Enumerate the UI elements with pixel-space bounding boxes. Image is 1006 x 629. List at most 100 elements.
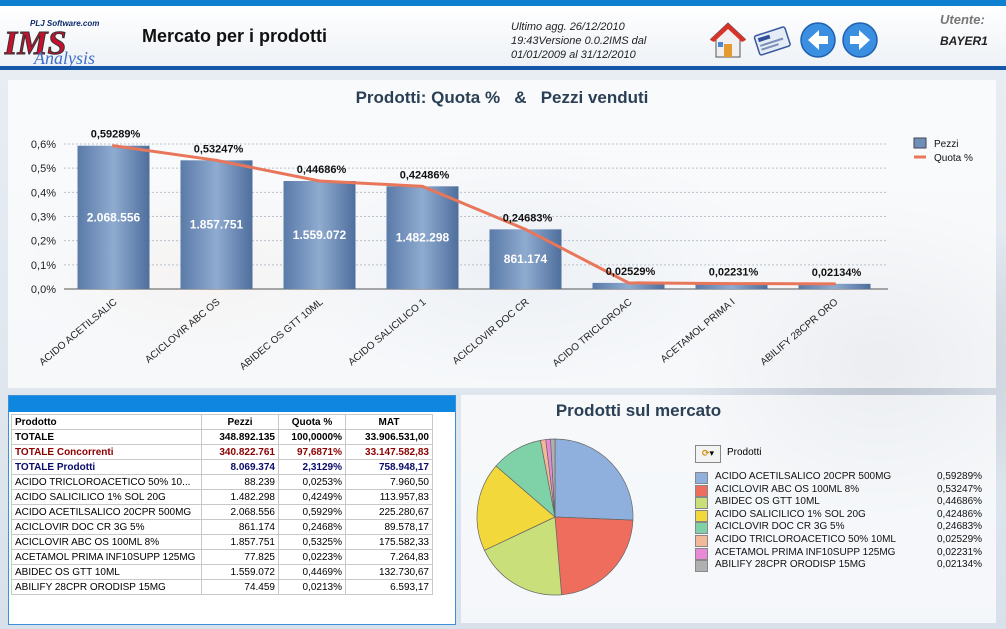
bar-line-chart: 0,0% 0,1% 0,2% 0,3% 0,4% 0,5% 0,6% 2.068.556 ACI… (31, 129, 973, 373)
table-cell-mat: 225.280,67 (345, 504, 433, 520)
table-caption-bar (9, 396, 455, 412)
table-row[interactable]: ACIDO SALICILICO 1% SOL 20G 1.482.298 0,42… (11, 489, 433, 505)
legend-swatch (695, 547, 708, 560)
legend-name: ABILIFY 28CPR ORODISP 15MG (715, 559, 866, 571)
table-cell-prodotto: ABIDEC OS GTT 10ML (11, 564, 202, 580)
table-cell-prodotto: TOTALE Concorrenti (11, 444, 202, 460)
line-point (215, 158, 218, 162)
table-cell-pezzi: 74.459 (201, 579, 279, 595)
legend-label-quota: Quota % (934, 153, 973, 164)
bar (386, 186, 459, 289)
bar (798, 283, 871, 289)
pie-slice (554, 516, 634, 596)
legend-value: 0,53247% (937, 483, 983, 495)
legend-name: ABIDEC OS GTT 10ML (715, 496, 820, 508)
legend-swatch (695, 497, 708, 510)
line-value-label: 0,24683% (503, 212, 553, 224)
products-dropdown-button[interactable]: ⟳▾ (695, 445, 721, 463)
back-arrow-icon[interactable] (798, 20, 838, 60)
table-cell-mat: 6.593,17 (345, 579, 433, 595)
logo-text: IMS (4, 25, 66, 62)
col-quota[interactable]: Quota % (278, 414, 346, 430)
line-value-label: 0,02529% (606, 266, 656, 278)
chart-title: Prodotti: Quota % & Pezzi venduti (8, 88, 996, 108)
pie-slice (550, 438, 556, 518)
pie-slice (484, 516, 562, 596)
update-line-1: Ultimo agg. 26/12/2010 (511, 21, 625, 33)
y-tick-label: 0,4% (31, 187, 56, 199)
bar-value-label: 1.857.751 (190, 218, 244, 232)
line-value-label: 0,59289% (91, 129, 141, 141)
legend-swatch (695, 522, 708, 535)
table-cell-prodotto: TOTALE (11, 429, 202, 445)
table-row[interactable]: ACICLOVIR ABC OS 100ML 8% 1.857.751 0,5325… (11, 534, 433, 550)
table-row[interactable]: ACICLOVIR DOC CR 3G 5% 861.174 0,2468% 89.5… (11, 519, 433, 535)
pie-chart-panel: Prodotti sul mercato ⟳▾ Prodotti ACIDO A… (461, 395, 996, 623)
table-row[interactable]: ABILIFY 28CPR ORODISP 15MG 74.459 0,0213% 6… (11, 579, 433, 595)
bar-value-label: 1.482.298 (396, 231, 450, 245)
table-cell-quota: 0,4249% (278, 489, 346, 505)
legend-swatch (695, 560, 708, 573)
col-pezzi[interactable]: Pezzi (201, 414, 279, 430)
y-tick-label: 0,1% (31, 260, 56, 272)
x-tick-label: ACICLOVIR DOC CR (451, 297, 532, 367)
forward-arrow-icon[interactable] (840, 20, 880, 60)
home-icon[interactable] (708, 20, 748, 60)
line-point (833, 282, 836, 286)
legend-name: ACIDO TRICLOROACETICO 50% 10ML (715, 534, 896, 545)
update-line-2: 19:43Versione 0.0.2IMS dal (511, 35, 647, 47)
table-cell-pezzi: 8.069.374 (201, 459, 279, 475)
products-table: Prodotto Pezzi Quota % MAT TOTALE 348.892… (11, 414, 433, 595)
table-row[interactable]: ABIDEC OS GTT 10ML 1.559.072 0,4469% 132.73… (11, 564, 433, 580)
bar (489, 229, 562, 289)
table-cell-quota: 0,4469% (278, 564, 346, 580)
table-cell-mat: 132.730,67 (345, 564, 433, 580)
line-point (112, 144, 115, 148)
legend-swatch-pezzi (913, 137, 927, 149)
table-cell-pezzi: 861.174 (201, 519, 279, 535)
line-point (730, 282, 733, 286)
line-point (627, 281, 630, 285)
table-cell-prodotto: ACIDO SALICILICO 1% SOL 20G (11, 489, 202, 505)
col-prodotto[interactable]: Prodotto (11, 414, 202, 430)
table-cell-mat: 7.264,83 (345, 549, 433, 565)
line-value-label: 0,42486% (400, 169, 450, 181)
legend-name: ACICLOVIR ABC OS 100ML 8% (715, 483, 860, 495)
legend-value: 0,24683% (937, 521, 983, 533)
legend-name: ACETAMOL PRIMA INF10SUPP 125MG (715, 546, 896, 558)
table-row[interactable]: TOTALE Concorrenti 340.822.761 97,6871% 33.… (11, 444, 433, 460)
table-row[interactable]: TOTALE 348.892.135 100,0000% 33.906.531,00 (11, 429, 433, 445)
app-header: PLJ Software.com IMS Analysis Mercato pe… (0, 6, 1006, 68)
products-table-panel: Prodotto Pezzi Quota % MAT TOTALE 348.892… (8, 395, 456, 625)
table-row[interactable]: ACETAMOL PRIMA INF10SUPP 125MG 77.825 0,02… (11, 549, 433, 565)
table-cell-quota: 0,5929% (278, 504, 346, 520)
bar-value-label: 861.174 (504, 252, 548, 266)
table-cell-quota: 2,3129% (278, 459, 346, 475)
table-row[interactable]: ACIDO TRICLOROACETICO 50% 10... 88.239 0,0… (11, 474, 433, 490)
id-card-icon[interactable] (752, 20, 792, 60)
top-accent-bar (0, 0, 1006, 6)
line-value-label: 0,53247% (194, 143, 244, 155)
table-row[interactable]: ACIDO ACETILSALICO 20CPR 500MG 2.068.556 0… (11, 504, 433, 520)
legend-value: 0,02529% (937, 534, 983, 545)
y-tick-label: 0,5% (31, 163, 56, 175)
col-mat[interactable]: MAT (345, 414, 433, 430)
pie-slice (476, 465, 556, 551)
page-title: Mercato per i prodotti (142, 26, 328, 46)
ims-logo: PLJ Software.com IMS Analysis (4, 19, 99, 68)
table-cell-mat: 33.906.531,00 (345, 429, 433, 445)
table-row[interactable]: TOTALE Prodotti 8.069.374 2,3129% 758.948,1… (11, 459, 433, 475)
legend-swatch (695, 484, 708, 497)
legend-name: ACIDO ACETILSALICO 20CPR 500MG (715, 471, 892, 482)
chevron-down-icon: ▾ (709, 449, 715, 459)
bar-value-label: 1.559.072 (293, 228, 347, 242)
x-tick-label: ACIDO SALICILICO 1 (346, 297, 428, 369)
bar (77, 145, 150, 289)
chart-title-left: Prodotti: Quota % (355, 88, 501, 107)
y-tick-label: 0,0% (31, 284, 56, 296)
table-cell-quota: 0,0223% (278, 549, 346, 565)
update-info: Ultimo agg. 26/12/2010 19:43Versione 0.0… (511, 20, 681, 62)
line-point (318, 179, 321, 183)
table-cell-mat: 175.582,33 (345, 534, 433, 550)
table-cell-quota: 0,0253% (278, 474, 346, 490)
